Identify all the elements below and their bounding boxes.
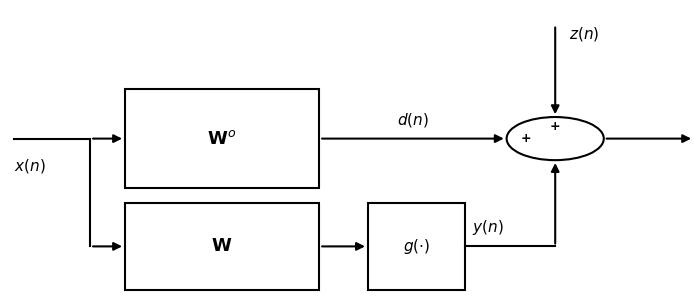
Text: $z(n)$: $z(n)$ — [569, 25, 600, 43]
Text: $y(n)$: $y(n)$ — [472, 218, 504, 237]
Text: $\mathbf{W}$: $\mathbf{W}$ — [212, 237, 232, 255]
Circle shape — [507, 117, 604, 160]
Text: +: + — [520, 132, 532, 145]
Bar — [125, 89, 319, 188]
Bar — [125, 203, 319, 290]
Text: +: + — [550, 120, 561, 133]
Bar — [368, 203, 465, 290]
Text: $d(n)$: $d(n)$ — [397, 111, 429, 129]
Text: $g(\cdot)$: $g(\cdot)$ — [403, 237, 430, 256]
Text: $x(n)$: $x(n)$ — [14, 157, 46, 175]
Text: $\mathbf{W}^o$: $\mathbf{W}^o$ — [208, 130, 237, 148]
